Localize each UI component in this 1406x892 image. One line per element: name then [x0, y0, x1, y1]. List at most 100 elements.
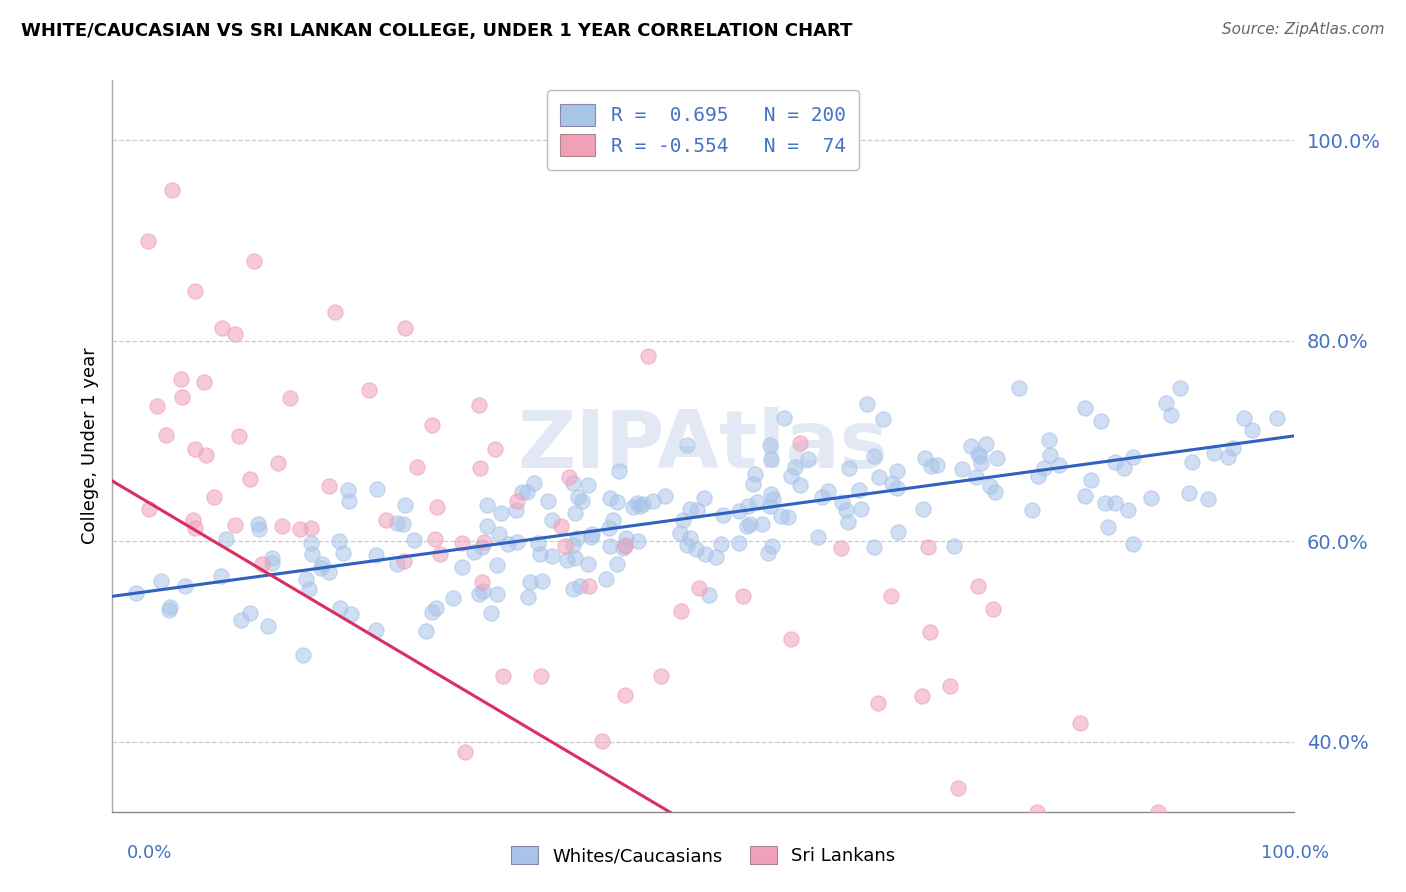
Point — [728, 504, 751, 518]
Point — [1147, 805, 1170, 819]
Point — [789, 435, 811, 450]
Point — [710, 537, 733, 551]
Point — [1180, 455, 1202, 469]
Point — [366, 483, 388, 497]
Point — [193, 376, 215, 390]
Point — [467, 398, 489, 412]
Point — [170, 372, 193, 386]
Point — [557, 470, 579, 484]
Point — [475, 498, 498, 512]
Point — [759, 487, 782, 501]
Point — [676, 438, 699, 452]
Point — [1097, 520, 1119, 534]
Point — [880, 589, 903, 603]
Point — [848, 483, 870, 497]
Point — [506, 535, 529, 549]
Point — [1216, 450, 1239, 464]
Point — [385, 557, 408, 571]
Point — [136, 234, 159, 248]
Point — [912, 502, 935, 516]
Point — [325, 305, 347, 319]
Point — [170, 390, 193, 404]
Point — [650, 669, 672, 683]
Point — [776, 510, 799, 524]
Point — [125, 585, 148, 599]
Text: ZIPAtlas: ZIPAtlas — [517, 407, 889, 485]
Point — [811, 490, 834, 504]
Point — [425, 533, 447, 547]
Point — [686, 503, 709, 517]
Point — [184, 284, 207, 298]
Point — [392, 554, 415, 568]
Point — [425, 601, 447, 615]
Point — [394, 321, 416, 335]
Point — [472, 584, 495, 599]
Point — [967, 447, 990, 461]
Point — [298, 582, 321, 597]
Point — [159, 600, 181, 615]
Point — [602, 513, 624, 527]
Point — [920, 459, 942, 474]
Point — [1094, 496, 1116, 510]
Point — [758, 499, 780, 513]
Point — [576, 557, 599, 571]
Point — [1168, 381, 1191, 395]
Point — [550, 518, 572, 533]
Point — [470, 540, 492, 554]
Point — [278, 391, 301, 405]
Point — [149, 574, 172, 588]
Point — [606, 495, 628, 509]
Point — [697, 588, 720, 602]
Point — [863, 541, 886, 555]
Point — [872, 412, 894, 426]
Point — [950, 461, 973, 475]
Point — [595, 573, 617, 587]
Point — [966, 579, 988, 593]
Point — [271, 519, 294, 533]
Point — [731, 589, 754, 603]
Point — [960, 438, 983, 452]
Point — [762, 491, 785, 506]
Point — [229, 613, 252, 627]
Point — [366, 623, 388, 637]
Point — [295, 572, 318, 586]
Point — [160, 184, 183, 198]
Point — [789, 478, 811, 492]
Point — [1074, 401, 1097, 416]
Point — [1080, 474, 1102, 488]
Point — [498, 537, 520, 551]
Point — [184, 521, 207, 535]
Point — [519, 574, 541, 589]
Point — [607, 464, 630, 478]
Point — [927, 458, 949, 472]
Point — [451, 536, 474, 550]
Point — [676, 538, 699, 552]
Point — [693, 547, 716, 561]
Point — [943, 539, 966, 553]
Point — [886, 464, 908, 478]
Point — [868, 696, 890, 710]
Point — [562, 582, 585, 596]
Point — [318, 566, 340, 580]
Point — [679, 532, 702, 546]
Point — [468, 461, 491, 475]
Point — [727, 536, 749, 550]
Point — [741, 477, 763, 491]
Point — [614, 532, 637, 546]
Point — [631, 497, 654, 511]
Point — [387, 516, 409, 531]
Point — [628, 499, 651, 513]
Point — [311, 557, 333, 571]
Point — [612, 541, 634, 556]
Point — [627, 533, 650, 548]
Point — [209, 569, 232, 583]
Point — [614, 538, 637, 552]
Point — [581, 527, 603, 541]
Point — [239, 606, 262, 620]
Point — [578, 579, 600, 593]
Point — [856, 397, 879, 411]
Point — [491, 669, 513, 683]
Text: 0.0%: 0.0% — [127, 844, 172, 862]
Point — [599, 491, 621, 505]
Point — [523, 476, 546, 491]
